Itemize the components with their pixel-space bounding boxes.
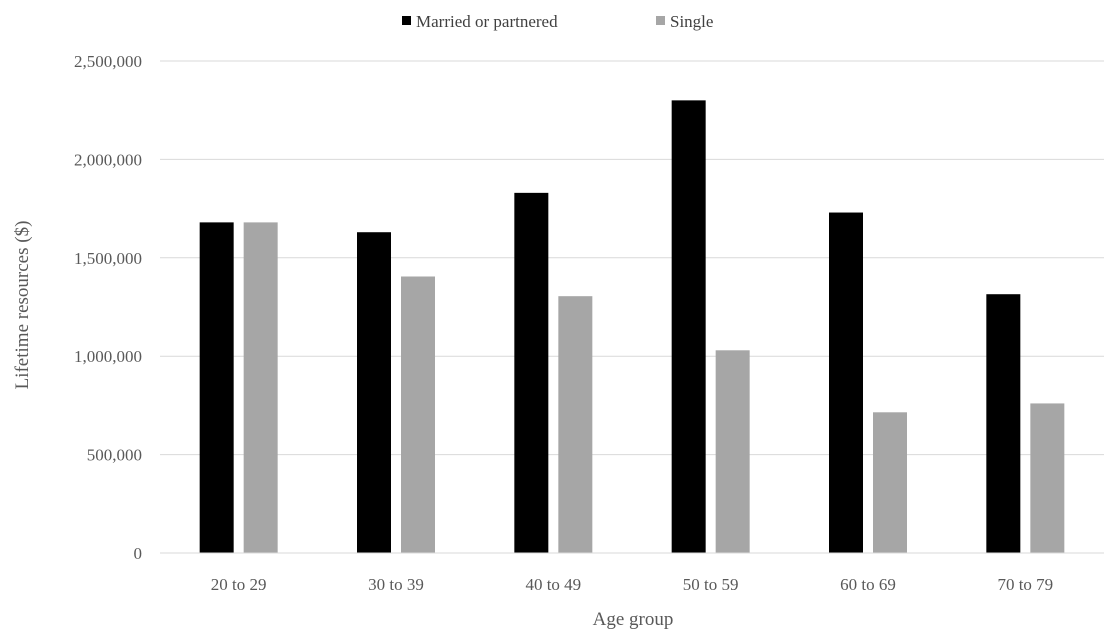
y-tick-label: 500,000 xyxy=(87,446,142,465)
bar-single-4 xyxy=(873,412,907,553)
bars xyxy=(160,100,1104,554)
y-tick-label: 1,500,000 xyxy=(74,249,142,268)
legend-label-single: Single xyxy=(670,12,713,31)
x-tick-label: 40 to 49 xyxy=(525,575,581,594)
bar-married-4 xyxy=(829,212,863,553)
y-tick-label: 2,500,000 xyxy=(74,52,142,71)
bar-single-5 xyxy=(1030,403,1065,553)
y-axis-ticks: 0 500,000 1,000,000 1,500,000 2,000,000 2,500… xyxy=(74,52,142,563)
bar-married-1 xyxy=(357,232,391,553)
bar-married-2 xyxy=(514,192,549,553)
y-tick-label: 1,000,000 xyxy=(74,347,142,366)
bar-single-1 xyxy=(401,276,435,553)
x-tick-label: 70 to 79 xyxy=(997,575,1053,594)
x-tick-label: 30 to 39 xyxy=(368,575,424,594)
legend-swatch-single xyxy=(656,16,665,25)
bar-single-2 xyxy=(558,296,593,553)
legend-swatch-married xyxy=(402,16,411,25)
x-axis-ticks: 20 to 29 30 to 39 40 to 49 50 to 59 60 to 69… xyxy=(211,575,1053,594)
bar-married-0 xyxy=(199,222,234,553)
y-axis-title: Lifetime resources ($) xyxy=(12,221,33,390)
x-axis-title: Age group xyxy=(593,609,674,630)
y-tick-label: 0 xyxy=(134,544,143,563)
bar-married-3 xyxy=(671,100,706,554)
bar-married-5 xyxy=(986,294,1021,553)
gridlines xyxy=(160,60,1104,554)
x-tick-label: 50 to 59 xyxy=(683,575,739,594)
legend-label-married: Married or partnered xyxy=(416,12,558,31)
bar-single-3 xyxy=(715,350,750,553)
legend: Married or partnered Single xyxy=(402,12,713,31)
bar-single-0 xyxy=(243,222,278,553)
y-tick-label: 2,000,000 xyxy=(74,150,142,169)
x-tick-label: 60 to 69 xyxy=(840,575,896,594)
x-tick-label: 20 to 29 xyxy=(211,575,267,594)
